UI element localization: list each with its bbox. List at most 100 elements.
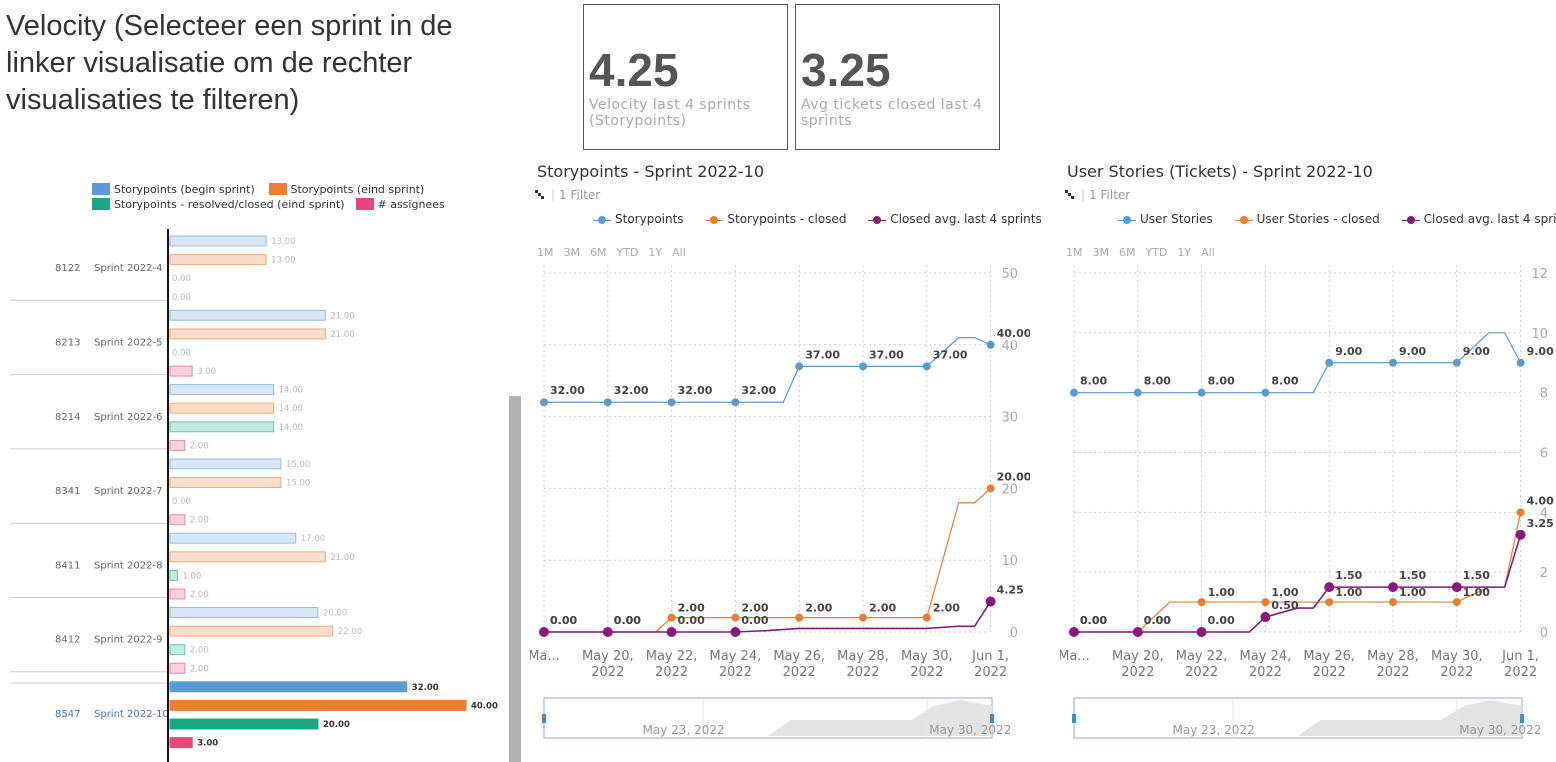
sp-legend-avg[interactable]: Closed avg. last 4 sprints [868,212,1042,226]
data-point[interactable] [795,613,804,622]
sprint-name-label[interactable]: Sprint 2022-5 [94,338,162,349]
bar[interactable] [169,718,319,730]
data-point[interactable] [1452,598,1461,607]
sprint-id-label[interactable]: 8214 [55,412,80,423]
us-legend-avg[interactable]: Closed avg. last 4 sprints [1401,212,1556,226]
scrollbar[interactable] [509,396,521,762]
data-point[interactable] [986,484,995,493]
bar[interactable] [169,365,193,377]
bar[interactable] [169,328,326,340]
data-point[interactable] [922,613,931,622]
sprint-id-label[interactable]: 8213 [55,338,80,349]
sprint-id-label[interactable]: 8122 [55,263,80,274]
bar[interactable] [169,625,334,637]
sprint-name-label[interactable]: Sprint 2022-7 [94,486,162,497]
data-point[interactable] [1070,388,1078,397]
navigator-handle-left[interactable] [1072,714,1076,723]
legend-item-resolved[interactable]: Storypoints - resolved/closed (eind spri… [92,198,352,211]
data-point[interactable] [1389,358,1397,367]
data-point[interactable] [1197,598,1206,607]
range-ytd[interactable]: YTD [616,246,639,259]
sprint-id-label[interactable]: 8547 [55,709,80,720]
range-1m[interactable]: 1M [537,246,554,259]
bar[interactable] [169,699,467,711]
sprint-name-label[interactable]: Sprint 2022-8 [94,560,162,571]
sp-filter[interactable]: | 1 Filter [535,188,600,202]
sp-legend-storypoints[interactable]: Storypoints [593,212,684,226]
data-point[interactable] [667,613,676,622]
us-legend-stories[interactable]: User Stories [1118,212,1213,226]
range-all[interactable]: All [1201,246,1215,259]
data-point[interactable] [986,340,995,349]
navigator-handle-left[interactable] [542,714,546,723]
data-point[interactable] [1324,582,1335,593]
data-point[interactable] [1389,598,1397,607]
legend-item-assignees[interactable]: # assignees [355,198,445,211]
data-point[interactable] [795,362,804,371]
range-3m[interactable]: 3M [1092,246,1110,259]
data-point[interactable] [730,627,741,637]
bar[interactable] [169,607,319,618]
data-point[interactable] [1196,627,1207,637]
data-point[interactable] [602,627,613,637]
data-point[interactable] [1261,388,1270,397]
data-point[interactable] [859,362,867,371]
data-point[interactable] [539,627,549,637]
data-point[interactable] [731,398,740,407]
bar[interactable] [169,644,186,656]
data-point[interactable] [1069,627,1079,637]
range-3m[interactable]: 3M [563,246,581,259]
kpi-avg-tickets[interactable]: 3.25 Avg tickets closed last 4 sprints [795,4,1000,150]
data-point[interactable] [666,627,677,637]
data-point[interactable] [1197,388,1206,397]
range-all[interactable]: All [672,246,686,259]
data-point[interactable] [667,398,676,407]
data-point[interactable] [1452,358,1461,367]
data-point[interactable] [603,398,612,407]
sprint-id-label[interactable]: 8341 [55,486,80,497]
bar[interactable] [169,309,326,321]
range-1y[interactable]: 1Y [648,246,663,259]
data-point[interactable] [1451,582,1462,593]
kpi-velocity[interactable]: 4.25 Velocity last 4 sprints (Storypoint… [583,4,788,150]
sp-legend-closed[interactable]: Storypoints - closed [705,212,846,226]
user-stories-line-chart[interactable]: 0 2 4 6 8 10 12 Ma... May 20, 2022 May 22, 2022 May … [1060,255,1556,745]
bar[interactable] [169,402,275,414]
data-point[interactable] [731,613,740,622]
data-point[interactable] [1261,598,1270,607]
bar[interactable] [169,737,193,749]
data-point[interactable] [1388,582,1398,593]
legend-item-end[interactable]: Storypoints (eind sprint) [268,183,424,196]
bar[interactable] [169,384,275,396]
sprint-id-label[interactable]: 8412 [55,635,80,646]
data-point[interactable] [1516,508,1525,517]
data-point[interactable] [1260,612,1271,623]
data-point[interactable] [859,613,867,622]
data-point[interactable] [1516,358,1525,367]
bar[interactable] [169,588,186,600]
bar[interactable] [169,569,178,581]
sprint-id-label[interactable]: 8411 [55,560,80,571]
data-point[interactable] [985,596,996,607]
data-point[interactable] [1325,598,1334,607]
bar[interactable] [169,439,186,451]
bar[interactable] [169,551,326,563]
storypoints-line-chart[interactable]: 0 10 20 30 40 50 Ma... May 20, 2022 May 22, 2022 Ma… [530,255,1030,745]
data-point[interactable] [540,398,548,407]
bar[interactable] [169,421,275,433]
navigator-handle-right[interactable] [1520,714,1524,723]
bar[interactable] [169,681,408,693]
sprint-name-label[interactable]: Sprint 2022-9 [94,635,162,646]
navigator-handle-right[interactable] [990,714,994,723]
range-1y[interactable]: 1Y [1177,246,1192,259]
bar[interactable] [169,514,186,526]
data-point[interactable] [922,362,931,371]
bar[interactable] [169,235,267,247]
bar[interactable] [169,477,282,488]
sprint-name-label[interactable]: Sprint 2022-10 [94,709,169,720]
sprint-bar-chart[interactable]: 8122 Sprint 2022-4 13.00 13.00 0.00 0.00 8213 S… [0,225,500,762]
data-point[interactable] [1515,529,1526,540]
sprint-name-label[interactable]: Sprint 2022-4 [94,263,162,274]
bar[interactable] [169,254,267,266]
legend-item-begin[interactable]: Storypoints (begin sprint) [92,183,265,196]
